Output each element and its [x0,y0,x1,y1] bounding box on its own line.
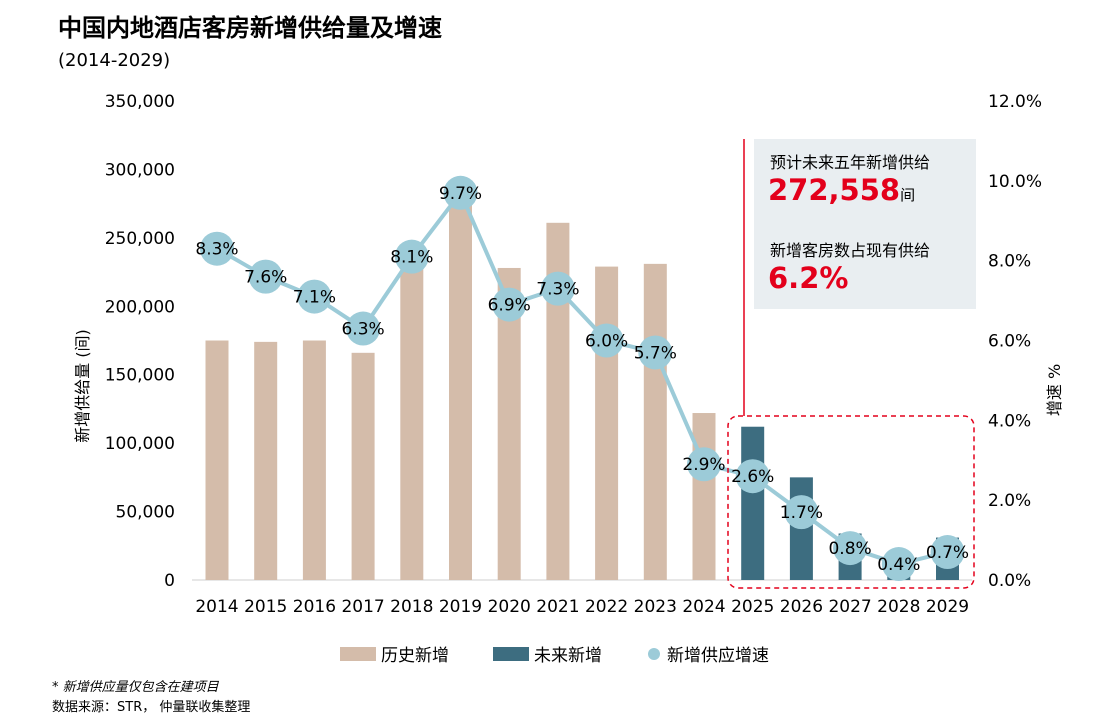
x-tick-label: 2024 [682,597,725,617]
growth-data-label: 7.3% [536,280,579,300]
callout-label-supply: 预计未来五年新增供给 [770,153,931,172]
forecast-highlight-box [727,415,975,589]
y-axis-title: 新增供给量 (间) [73,329,92,443]
legend-label-growth: 新增供应增速 [667,646,769,666]
growth-line [216,190,948,567]
growth-data-label: 2.6% [731,467,774,487]
y-tick-label: 350,000 [105,92,175,112]
x-tick-label: 2027 [828,597,871,617]
growth-point [638,335,673,370]
historical-bar [692,413,716,580]
growth-data-label: 0.8% [828,539,871,559]
historical-bar [400,266,424,580]
growth-point [200,231,234,266]
growth-point [346,311,381,346]
legend-swatch-historical [340,647,376,661]
growth-data-label: 6.9% [488,296,531,316]
x-tick-label: 2014 [195,597,238,617]
historical-bar [546,222,570,580]
growth-data-label: 1.7% [780,503,823,523]
x-tick-label: 2022 [585,597,628,617]
y-tick-label: 300,000 [105,160,175,180]
growth-data-label: 6.3% [341,320,384,340]
x-tick-label: 2025 [731,597,774,617]
forecast-callout: 预计未来五年新增供给 272,558间 新增客房数占现有供给 6.2% [754,139,976,309]
y2-tick-label: 8.0% [988,252,1031,272]
growth-data-label: 2.9% [682,455,725,475]
y-tick-label: 50,000 [116,503,175,523]
legend-swatch-forecast [493,647,529,661]
growth-data-label: 7.1% [293,288,336,308]
data-source: 数据来源：STR， 仲量联收集整理 [52,700,251,715]
growth-data-label: 6.0% [585,332,628,352]
growth-point [394,239,429,274]
growth-point [443,175,478,210]
callout-value-share: 6.2% [768,261,849,295]
x-tick-label: 2026 [780,597,823,617]
historical-bar [302,340,326,580]
historical-bar [449,183,472,580]
x-tick-label: 2016 [293,597,336,617]
y2-tick-label: 0.0% [988,571,1031,591]
historical-bar [595,266,619,580]
growth-point [784,495,819,530]
growth-point [930,535,965,570]
historical-bar [254,341,278,580]
growth-data-label: 8.3% [195,240,238,260]
growth-data-label: 0.4% [877,555,920,575]
growth-point [492,287,527,322]
y2-tick-label: 12.0% [988,92,1042,112]
callout-label-share: 新增客房数占现有供给 [770,241,931,260]
growth-point [687,447,721,482]
growth-point [881,547,916,582]
y2-tick-label: 10.0% [988,172,1042,192]
y-tick-label: 150,000 [105,366,175,386]
chart-subtitle: (2014-2029) [58,50,171,71]
x-tick-label: 2015 [244,597,287,617]
y2-tick-label: 2.0% [988,491,1031,511]
growth-data-label: 5.7% [634,343,677,363]
growth-point [735,459,770,494]
y-tick-label: 0 [164,571,175,591]
y-tick-label: 250,000 [105,229,175,249]
x-tick-label: 2021 [536,597,579,617]
growth-point [248,259,283,294]
growth-data-label: 7.6% [244,268,287,288]
footnote: * 新增供应量仅包含在建项目 [52,680,219,695]
growth-point [589,323,624,358]
x-tick-label: 2018 [390,597,433,617]
y2-tick-label: 4.0% [988,411,1031,431]
y2-tick-label: 6.0% [988,332,1031,352]
callout-value-supply-number: 272,558 [768,173,901,207]
growth-point [833,531,868,566]
historical-bar [643,263,667,580]
legend-swatch-growth [648,648,660,660]
x-tick-label: 2028 [877,597,920,617]
y-tick-label: 200,000 [105,297,175,317]
callout-value-supply: 272,558间 [768,173,915,207]
legend-label-forecast: 未来新增 [534,646,602,666]
growth-data-label: 0.7% [926,543,969,563]
x-tick-label: 2019 [439,597,482,617]
x-tick-label: 2029 [926,597,969,617]
growth-data-label: 9.7% [439,184,482,204]
y-tick-label: 100,000 [105,434,175,454]
x-tick-label: 2023 [634,597,677,617]
x-tick-label: 2020 [488,597,531,617]
growth-point [297,279,332,314]
y2-axis-title: 增速 % [1045,364,1064,416]
legend-label-historical: 历史新增 [381,646,449,666]
callout-unit: 间 [900,186,916,204]
growth-data-label: 8.1% [390,248,433,268]
growth-point [540,271,575,306]
chart-title: 中国内地酒店客房新增供给量及增速 [58,14,442,42]
forecast-bar [741,426,765,580]
historical-bar [497,267,521,580]
historical-bar [205,340,229,580]
x-tick-label: 2017 [341,597,384,617]
historical-bar [351,352,375,580]
